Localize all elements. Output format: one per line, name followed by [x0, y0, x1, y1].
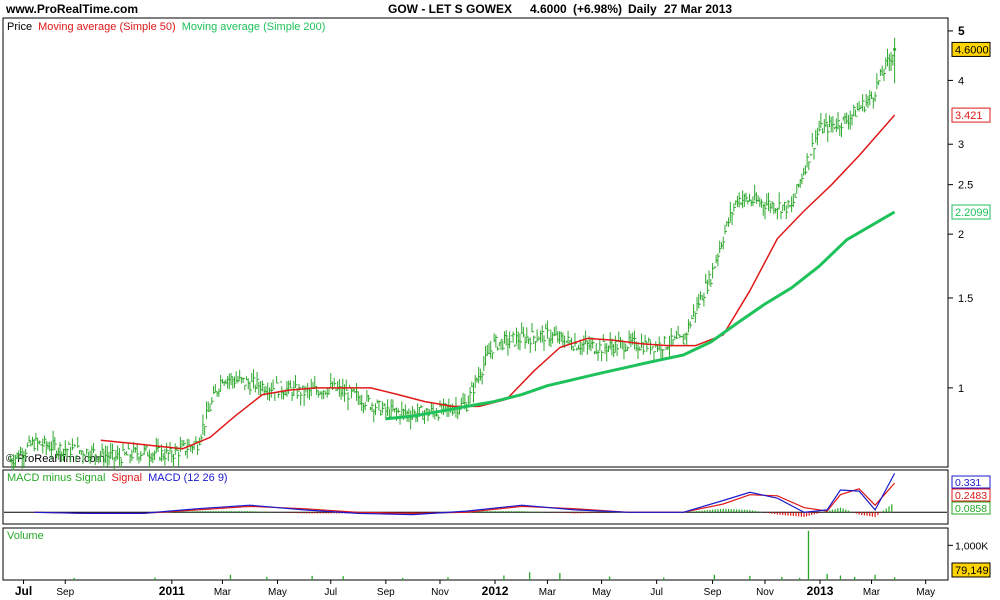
legend-price: Price — [7, 21, 32, 33]
legend-ma200: Moving average (Simple 200) — [182, 21, 326, 33]
x-tick-label: May — [916, 587, 935, 598]
x-tick-label: Jul — [324, 587, 337, 598]
price-panel[interactable] — [2, 17, 949, 468]
x-tick-label: Mar — [863, 587, 881, 598]
macd-layer — [4, 473, 947, 517]
price-badge-label: 4.6000 — [955, 44, 989, 56]
x-tick-label: Nov — [431, 587, 449, 598]
x-tick-label: 2013 — [807, 584, 834, 598]
price-y-tick-label: 1 — [958, 383, 964, 395]
volume-panel[interactable] — [2, 527, 949, 581]
x-tick-label: 2011 — [159, 584, 185, 598]
x-tick-label: 2012 — [482, 584, 509, 598]
macd-line — [34, 473, 896, 516]
volume-y-tick-label: 1,000K — [955, 540, 988, 552]
price-badge-label: 3.421 — [955, 110, 983, 122]
macd-badge-label: 0.2483 — [955, 490, 987, 502]
price-legend: Price Moving average (Simple 50) Moving … — [7, 21, 325, 33]
price-y-tick-label: 4 — [958, 75, 964, 87]
ma200-line — [385, 210, 896, 421]
price-y-tick-label: 2 — [958, 229, 964, 241]
chart-header: www.ProRealTime.com GOW - LET S GOWEX 4.… — [5, 2, 732, 16]
x-tick-label: Sep — [377, 587, 395, 598]
x-tick-label: Jul — [650, 587, 663, 598]
price-change: (+6.98%) — [573, 2, 622, 16]
legend-macd: MACD (12 26 9) — [148, 472, 227, 484]
chart-date: 27 Mar 2013 — [664, 2, 732, 16]
last-price: 4.6000 — [530, 2, 567, 16]
x-tick-label: Sep — [704, 587, 722, 598]
x-tick-label: Mar — [539, 587, 557, 598]
x-tick-label: Mar — [214, 587, 232, 598]
macd-badge — [951, 501, 991, 515]
site-name: www.ProRealTime.com — [5, 2, 138, 16]
price-y-tick-label: 3 — [958, 139, 964, 151]
volume-layer — [73, 530, 896, 580]
macd-legend: MACD minus Signal Signal MACD (12 26 9) — [7, 472, 228, 484]
macd-badge — [951, 475, 991, 489]
axis-layer: 5 4 3 2.5 2 1.5 1 Jul Sep 2011 Mar May Jul Sep Nov 2012… — [15, 24, 991, 598]
price-point — [893, 47, 897, 52]
instrument-name: GOW - LET S GOWEX — [388, 2, 512, 16]
x-tick-label: May — [592, 587, 611, 598]
price-y-tick-label: 5 — [958, 24, 965, 38]
x-tick-label: Nov — [756, 587, 774, 598]
macd-badge-label: 0.331 — [955, 477, 981, 489]
price-y-tick-label: 2.5 — [958, 180, 973, 192]
x-tick-label: Sep — [56, 587, 74, 598]
legend-ma50: Moving average (Simple 50) — [38, 21, 176, 33]
price-layer — [9, 37, 897, 471]
watermark: © ProRealTime.com — [6, 453, 105, 465]
volume-badge — [951, 562, 991, 578]
legend-volume: Volume — [7, 530, 44, 542]
chart-period: Daily — [628, 2, 657, 16]
legend-signal: Signal — [111, 472, 142, 484]
price-badge — [951, 107, 991, 123]
price-badge — [951, 204, 991, 220]
x-tick-label: May — [268, 587, 287, 598]
x-tick-label: Jul — [15, 584, 32, 598]
price-badge-label: 2.2099 — [955, 207, 989, 219]
macd-badge-label: 0.0858 — [955, 503, 987, 515]
volume-badge-label: 79,149 — [955, 565, 989, 577]
macd-badge — [951, 488, 991, 502]
legend-macd-hist: MACD minus Signal — [7, 472, 105, 484]
price-y-tick-label: 1.5 — [958, 293, 973, 305]
price-badge — [951, 41, 991, 57]
